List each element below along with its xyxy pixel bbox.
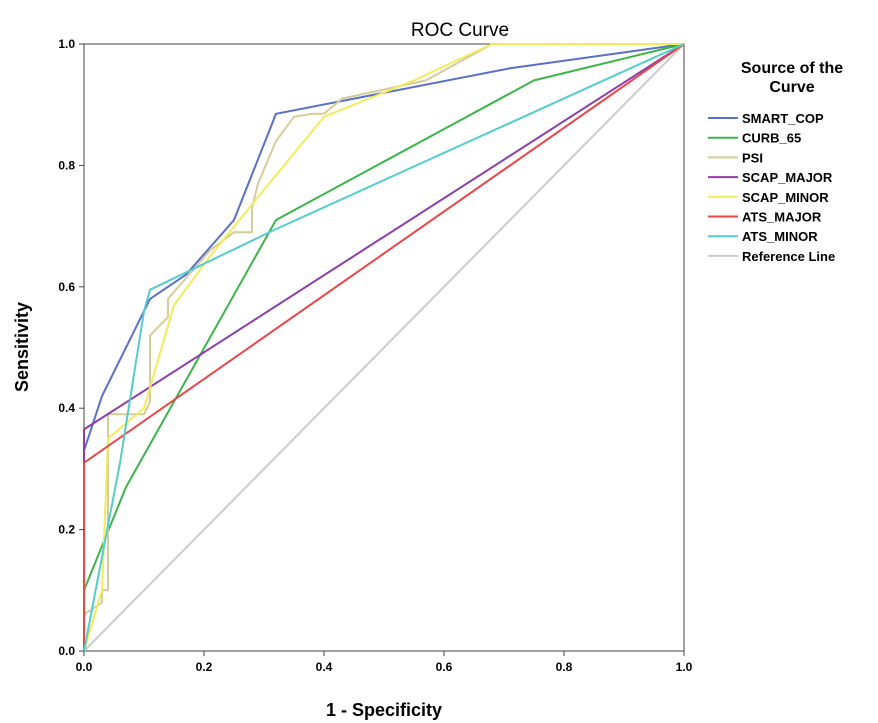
plot-area-frame (83, 43, 685, 652)
legend-label-psi: PSI (742, 150, 763, 165)
y-axis-label: Sensitivity (12, 302, 32, 392)
y-tick-label: 0.6 (58, 280, 75, 294)
x-tick-label: 0.8 (556, 660, 573, 674)
series-line-smart-cop (83, 43, 685, 651)
legend-label-scap-minor: SCAP_MINOR (742, 190, 829, 205)
chart-title: ROC Curve (411, 20, 509, 41)
series-line-ats-minor (83, 43, 685, 652)
x-tick-label: 0.0 (76, 660, 93, 674)
legend-label-ats-minor: ATS_MINOR (742, 229, 818, 244)
legend-label-smart-cop: SMART_COP (742, 111, 824, 126)
legend-title-line2: Curve (769, 79, 814, 96)
y-tick-label: 0.2 (58, 523, 75, 537)
legend-title-line1: Source of the (741, 60, 843, 77)
x-tick-label: 1.0 (676, 660, 693, 674)
series-line-ats-major (83, 43, 685, 651)
y-tick-label: 0.0 (58, 644, 75, 658)
x-tick-label: 0.2 (196, 660, 213, 674)
series-line-scap-minor (83, 43, 684, 652)
y-tick-label: 1.0 (58, 37, 75, 51)
legend-label-curb-65: CURB_65 (742, 131, 801, 146)
y-tick-label: 0.4 (58, 401, 75, 415)
y-tick-label: 0.8 (58, 158, 75, 172)
legend-label-scap-major: SCAP_MAJOR (742, 170, 833, 185)
series-line-reference-line (83, 43, 685, 652)
legend-label-reference-line: Reference Line (742, 249, 835, 264)
x-tick-label: 0.6 (436, 660, 453, 674)
legend: SMART_COP CURB_65 PSI SCAP_MAJOR SCAP_MINOR A… (708, 111, 835, 264)
series-group (83, 43, 685, 652)
x-tick-label: 0.4 (316, 660, 333, 674)
legend-label-ats-major: ATS_MAJOR (742, 210, 822, 225)
x-axis-label: 1 - Specificity (326, 700, 442, 720)
axes-group: 0.0 0.2 0.4 0.6 0.8 1.0 0.0 0.2 0.4 0.6 0.8 1.0 (58, 37, 692, 674)
